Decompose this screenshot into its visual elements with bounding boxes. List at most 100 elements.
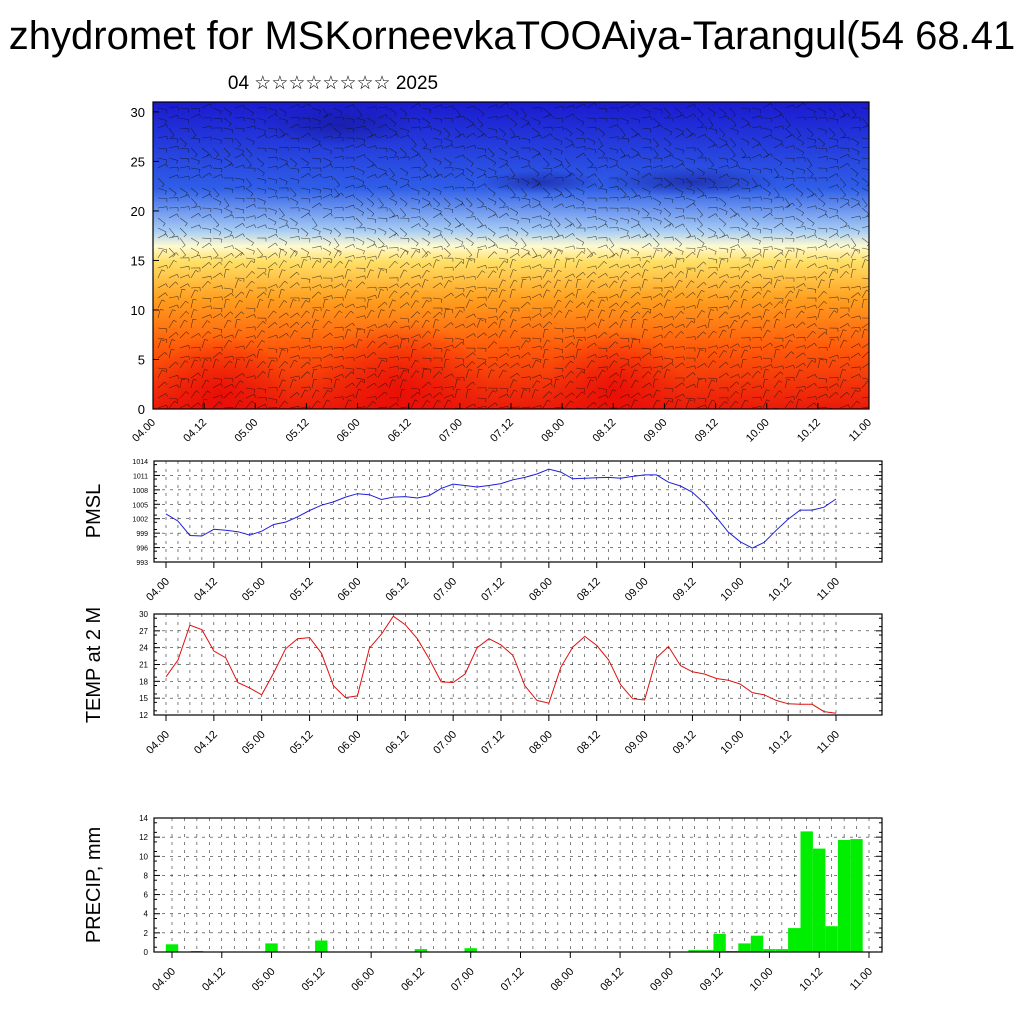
wind-barb-flag xyxy=(161,339,165,342)
temp-y-tick-label: 21 xyxy=(139,661,148,670)
wind-barb xyxy=(597,272,606,279)
wind-barb xyxy=(498,114,508,119)
wind-barb-flag xyxy=(165,393,168,397)
wind-barb xyxy=(806,316,816,319)
wind-barb xyxy=(850,327,861,329)
wind-barb xyxy=(839,271,847,279)
wind-barb xyxy=(311,319,316,329)
wind-barb-flag xyxy=(439,131,442,136)
wind-barb-flag xyxy=(864,259,869,261)
wind-barb-flag xyxy=(573,105,575,109)
wind-barb xyxy=(619,196,629,199)
wind-barb-flag xyxy=(250,193,254,197)
wind-barb-flag xyxy=(220,160,222,164)
wind-barb xyxy=(817,279,822,289)
wind-barb-flag xyxy=(468,259,473,261)
wind-barb xyxy=(223,253,232,259)
wind-barb-flag xyxy=(264,180,267,184)
wind-barb-flag xyxy=(857,201,860,205)
wind-barb xyxy=(806,342,815,349)
wind-barb-flag xyxy=(375,106,377,111)
wind-barb-flag xyxy=(710,164,715,168)
wind-barb-flag xyxy=(716,284,718,289)
wind-barb-flag xyxy=(842,134,846,138)
wind-barb xyxy=(685,336,695,339)
wind-barb xyxy=(674,292,683,299)
wind-barb-flag xyxy=(648,111,651,116)
wind-barb xyxy=(256,134,266,139)
wind-barb-flag xyxy=(177,375,179,379)
wind-barb-flag xyxy=(352,322,355,327)
wind-barb-flag xyxy=(408,325,410,330)
wind-barb-flag xyxy=(679,279,683,283)
wind-barb xyxy=(707,167,717,171)
wind-barb-flag xyxy=(397,365,399,370)
wind-barb xyxy=(410,197,420,201)
wind-barb xyxy=(751,227,761,231)
wind-barb-flag xyxy=(539,264,542,268)
wind-barb-flag xyxy=(253,119,256,124)
wind-barb xyxy=(795,207,804,213)
wind-barb-flag xyxy=(694,336,696,341)
wind-barb-flag xyxy=(254,215,256,220)
wind-barb-flag xyxy=(473,323,476,327)
wind-barb xyxy=(850,343,859,349)
wind-barb xyxy=(784,216,794,219)
wind-barb-flag xyxy=(667,299,671,302)
wind-barb xyxy=(355,255,365,259)
wind-barb xyxy=(377,301,385,309)
wind-barb xyxy=(751,337,761,339)
wind-barb-flag xyxy=(394,290,398,294)
wind-barb-flag xyxy=(793,134,795,139)
wind-barb-flag xyxy=(725,361,729,365)
wind-barb xyxy=(245,215,255,219)
wind-barb xyxy=(487,175,497,179)
wind-barb xyxy=(443,247,451,255)
wind-barb-flag xyxy=(429,174,432,178)
wind-barb xyxy=(344,184,354,189)
wind-barb xyxy=(498,257,508,260)
wind-barb xyxy=(652,313,661,319)
wind-barb xyxy=(795,249,798,259)
wind-barb xyxy=(245,271,253,279)
wind-barb xyxy=(201,275,211,279)
wind-barb xyxy=(300,173,309,179)
wind-barb-flag xyxy=(802,251,805,255)
wind-barb xyxy=(762,277,772,280)
wind-barb xyxy=(454,167,464,171)
wind-barb xyxy=(234,137,242,145)
wind-barb-flag xyxy=(512,194,516,198)
wind-barb xyxy=(641,116,651,119)
wind-barb xyxy=(267,207,277,212)
wind-barb-flag xyxy=(661,265,663,270)
wind-barb-flag xyxy=(249,154,253,158)
wind-barb xyxy=(289,187,297,195)
wind-barb-flag xyxy=(275,210,277,215)
wind-barb-flag xyxy=(800,193,804,197)
wind-barb-flag xyxy=(842,194,846,198)
wind-barb xyxy=(663,290,670,299)
wind-barb xyxy=(564,245,574,249)
wind-barb xyxy=(850,127,861,129)
wind-barb xyxy=(355,354,365,359)
wind-barb xyxy=(201,379,207,389)
wind-barb-flag xyxy=(710,389,715,391)
wind-barb xyxy=(201,164,211,169)
wind-barb-flag xyxy=(748,169,751,174)
wind-barb xyxy=(828,184,838,189)
wind-barb xyxy=(674,362,683,369)
wind-barb xyxy=(410,360,416,369)
wind-barb-flag xyxy=(502,299,507,302)
wind-barb xyxy=(322,260,329,269)
wind-barb-flag xyxy=(738,275,740,280)
wind-barb xyxy=(377,134,387,139)
wind-barb xyxy=(399,291,407,299)
wind-barb xyxy=(377,369,383,379)
wind-barb xyxy=(685,157,695,161)
wind-barb-flag xyxy=(744,289,748,292)
wind-barb-flag xyxy=(207,280,211,284)
wind-barb-flag xyxy=(396,134,399,138)
wind-barb-flag xyxy=(429,263,432,267)
wind-barb xyxy=(806,360,812,369)
